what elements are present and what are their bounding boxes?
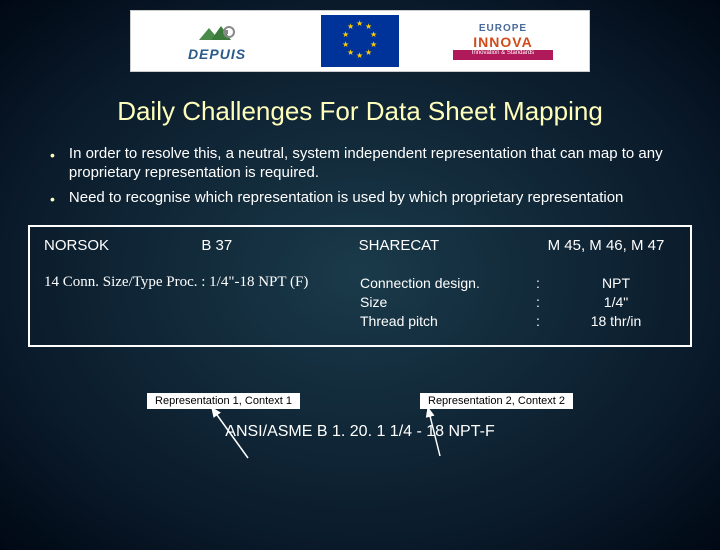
header-banner: DEPUIS ★ ★ ★ ★ ★ ★ ★ ★ ★ ★ EUROPE INNOVA… (130, 10, 590, 72)
innova-logo: EUROPE INNOVA Innovation & Standards (443, 16, 563, 66)
footer-spec: ANSI/ASME B 1. 20. 1 1/4 - 18 NPT-F (0, 423, 720, 441)
bullet-dot-icon: • (50, 147, 55, 163)
mapping-row-header: NORSOK B 37 SHARECAT M 45, M 46, M 47 (44, 237, 676, 254)
sharecat-value: 1/4" (556, 293, 676, 312)
depuis-icon (195, 20, 239, 46)
sharecat-field: Size (360, 293, 530, 312)
norsok-label: NORSOK (44, 237, 194, 254)
bullet-dot-icon: • (50, 191, 55, 207)
eu-stars: ★ ★ ★ ★ ★ ★ ★ ★ ★ ★ (340, 21, 380, 61)
depuis-logo: DEPUIS (157, 15, 277, 67)
eu-flag: ★ ★ ★ ★ ★ ★ ★ ★ ★ ★ (321, 15, 399, 67)
value-column: NPT 1/4" 18 thr/in (556, 274, 676, 331)
sharecat-values: ::: NPT 1/4" 18 thr/in (536, 274, 676, 331)
sharecat-fields: Connection design. Size Thread pitch (360, 274, 530, 331)
bullet-list: • In order to resolve this, a neutral, s… (50, 145, 670, 207)
innova-top: EUROPE (479, 23, 527, 34)
rep-label-1: Representation 1, Context 1 (147, 393, 300, 409)
innova-bar: Innovation & Standards (453, 50, 553, 60)
sharecat-label: SHARECAT (359, 237, 529, 254)
bullet-item: • In order to resolve this, a neutral, s… (50, 145, 670, 183)
slide-title: Daily Challenges For Data Sheet Mapping (0, 96, 720, 127)
bullet-item: • Need to recognise which representation… (50, 189, 670, 208)
sharecat-value: M 45, M 46, M 47 (536, 237, 676, 254)
depuis-text: DEPUIS (188, 46, 246, 62)
mapping-row-data: 14 Conn. Size/Type Proc. : 1/4"-18 NPT (… (44, 274, 676, 331)
sharecat-field: Thread pitch (360, 312, 530, 331)
sharecat-value: 18 thr/in (556, 312, 676, 331)
norsok-value: B 37 (201, 237, 351, 254)
bullet-text: Need to recognise which representation i… (69, 189, 623, 208)
bullet-text: In order to resolve this, a neutral, sys… (69, 145, 670, 183)
sharecat-field: Connection design. (360, 274, 530, 293)
sharecat-value: NPT (556, 274, 676, 293)
mapping-box: NORSOK B 37 SHARECAT M 45, M 46, M 47 14… (28, 225, 692, 347)
colon-column: ::: (536, 274, 556, 331)
representation-labels: Representation 1, Context 1 Representati… (0, 393, 720, 409)
innova-main: INNOVA (473, 34, 532, 50)
norsok-spec: 14 Conn. Size/Type Proc. : 1/4"-18 NPT (… (44, 274, 354, 291)
rep-label-2: Representation 2, Context 2 (420, 393, 573, 409)
